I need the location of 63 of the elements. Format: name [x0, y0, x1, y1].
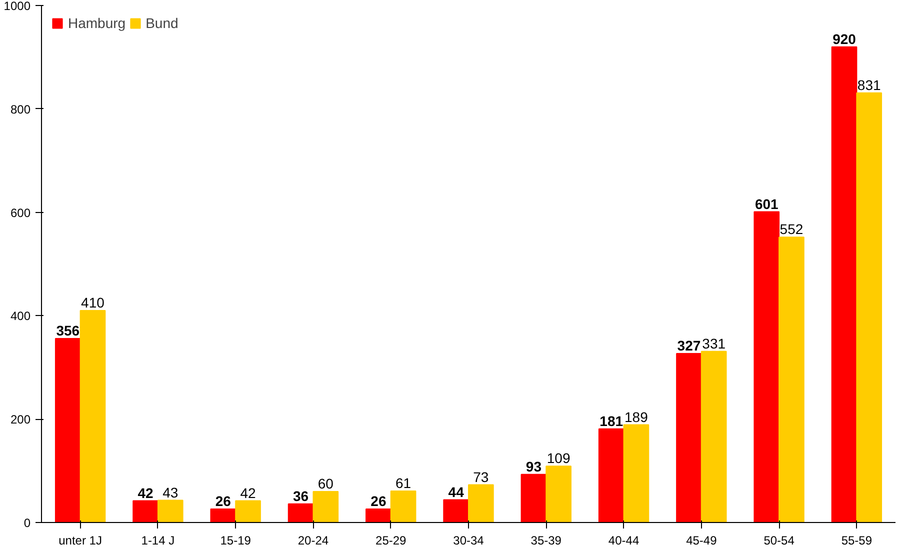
data-label: 42 — [240, 484, 256, 501]
data-label: 356 — [56, 322, 80, 338]
legend-label: Hamburg — [68, 15, 126, 31]
bar — [598, 428, 624, 522]
x-tick-label: 50-54 — [764, 534, 795, 548]
data-label: 327 — [677, 337, 701, 354]
bar — [754, 211, 780, 522]
bar — [288, 503, 314, 522]
data-label: 26 — [370, 493, 386, 510]
x-tick-label: 20-24 — [298, 534, 329, 548]
bar — [831, 46, 858, 522]
bar — [132, 500, 158, 522]
bar — [157, 500, 184, 522]
x-tick-label: 25-29 — [376, 534, 407, 548]
x-tick-label: 55-59 — [841, 534, 872, 548]
data-label: 36 — [293, 488, 309, 504]
bar — [676, 352, 702, 522]
bar — [468, 484, 494, 522]
data-label: 44 — [448, 484, 464, 500]
y-tick-label: 0 — [24, 516, 31, 530]
y-tick-label: 1000 — [4, 0, 31, 13]
bar — [210, 508, 236, 522]
x-tick-label: 40-44 — [608, 534, 640, 548]
bar — [366, 508, 392, 522]
bar — [856, 92, 882, 522]
data-label: 73 — [473, 468, 489, 485]
data-label: 181 — [600, 412, 624, 429]
y-tick-label: 600 — [10, 206, 31, 220]
data-label: 410 — [81, 294, 105, 311]
data-label: 331 — [702, 335, 726, 352]
bar — [235, 500, 261, 522]
x-tick-label: 45-49 — [686, 534, 718, 548]
bar — [700, 350, 727, 522]
data-label: 93 — [526, 458, 542, 474]
data-label: 552 — [780, 221, 804, 238]
data-label: 26 — [215, 493, 232, 510]
y-tick-label: 400 — [10, 309, 31, 324]
bar — [623, 424, 650, 522]
bar — [546, 466, 572, 522]
bar — [390, 490, 416, 522]
data-label: 61 — [396, 474, 412, 491]
bar — [54, 338, 81, 522]
y-tick-label: 800 — [10, 102, 31, 116]
bar — [778, 236, 804, 522]
data-label: 42 — [138, 484, 154, 501]
data-label: 831 — [857, 76, 881, 93]
bar — [443, 499, 469, 522]
x-tick-label: unter 1J — [58, 534, 102, 548]
data-label: 43 — [162, 484, 178, 500]
legend-label: Bund — [146, 15, 178, 31]
bar — [312, 490, 339, 522]
data-label: 601 — [754, 196, 779, 212]
data-label: 189 — [624, 408, 648, 425]
bar — [520, 474, 547, 522]
x-tick-label: 15-19 — [220, 534, 252, 548]
data-label: 60 — [318, 475, 334, 492]
bar — [80, 310, 106, 522]
x-tick-label: 1-14 J — [141, 534, 175, 548]
data-label: 920 — [832, 30, 856, 47]
data-label: 109 — [546, 450, 570, 466]
y-tick-label: 200 — [10, 412, 31, 427]
x-tick-label: 35-39 — [530, 534, 562, 548]
x-tick-label: 30-34 — [453, 534, 484, 548]
